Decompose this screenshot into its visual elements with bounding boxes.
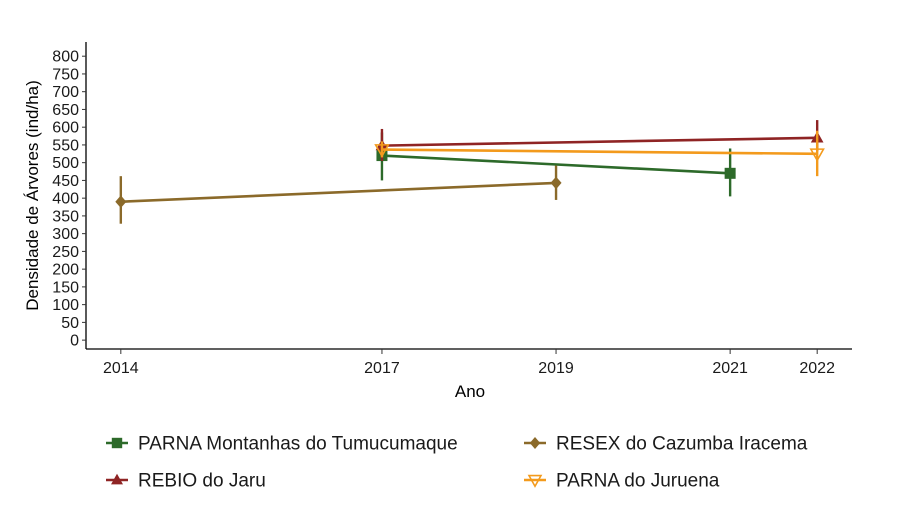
legend-marker bbox=[527, 474, 543, 488]
series-line bbox=[381, 148, 818, 156]
axes: 0501001502002503003504004505005506006507… bbox=[23, 42, 852, 401]
series-line bbox=[120, 181, 557, 204]
y-axis-title: Densidade de Árvores (ind/ha) bbox=[23, 80, 42, 311]
x-tick-label: 2019 bbox=[538, 360, 574, 377]
y-tick-label: 500 bbox=[52, 155, 79, 172]
legend-label: PARNA Montanhas do Tumucumaque bbox=[138, 434, 458, 455]
y-tick-label: 450 bbox=[52, 173, 79, 190]
series-line bbox=[381, 136, 818, 147]
y-tick-label: 700 bbox=[52, 84, 79, 101]
y-tick-label: 550 bbox=[52, 137, 79, 154]
legend-marker bbox=[529, 437, 541, 449]
data-point bbox=[550, 176, 562, 190]
y-tick-label: 350 bbox=[52, 208, 79, 225]
y-tick-label: 50 bbox=[61, 315, 79, 332]
legend-label: REBIO do Jaru bbox=[138, 471, 266, 492]
legend-item-0: PARNA Montanhas do Tumucumaque bbox=[106, 434, 458, 455]
y-tick-label: 750 bbox=[52, 66, 79, 83]
x-axis-title: Ano bbox=[455, 382, 485, 401]
legend: PARNA Montanhas do Tumucumaque RESEX do C… bbox=[106, 434, 808, 492]
data-point bbox=[724, 167, 736, 179]
y-tick-label: 300 bbox=[52, 226, 79, 243]
legend-item-2: REBIO do Jaru bbox=[106, 471, 266, 492]
y-tick-label: 800 bbox=[52, 49, 79, 66]
legend-item-1: RESEX do Cazumba Iracema bbox=[524, 434, 808, 455]
data-point bbox=[809, 148, 825, 163]
series-2 bbox=[375, 120, 824, 161]
legend-marker bbox=[111, 437, 123, 449]
legend-item-3: PARNA do Juruena bbox=[524, 471, 720, 492]
legend-label: PARNA do Juruena bbox=[556, 471, 720, 492]
data-point bbox=[115, 195, 127, 209]
x-tick-label: 2022 bbox=[799, 360, 835, 377]
y-tick-label: 0 bbox=[70, 333, 79, 350]
y-tick-label: 600 bbox=[52, 120, 79, 137]
y-tick-label: 650 bbox=[52, 102, 79, 119]
series-layer bbox=[115, 120, 825, 224]
y-tick-label: 100 bbox=[52, 297, 79, 314]
series-3 bbox=[374, 130, 825, 177]
x-tick-label: 2017 bbox=[364, 360, 400, 377]
x-tick-label: 2014 bbox=[103, 360, 139, 377]
legend-marker bbox=[111, 473, 123, 485]
y-tick-label: 250 bbox=[52, 244, 79, 261]
legend-label: RESEX do Cazumba Iracema bbox=[556, 434, 808, 455]
data-point bbox=[374, 144, 390, 158]
series-1 bbox=[115, 165, 562, 224]
x-tick-label: 2021 bbox=[712, 360, 748, 377]
y-tick-label: 200 bbox=[52, 262, 79, 279]
y-tick-label: 150 bbox=[52, 279, 79, 296]
series-line bbox=[381, 154, 731, 175]
y-tick-label: 400 bbox=[52, 191, 79, 208]
